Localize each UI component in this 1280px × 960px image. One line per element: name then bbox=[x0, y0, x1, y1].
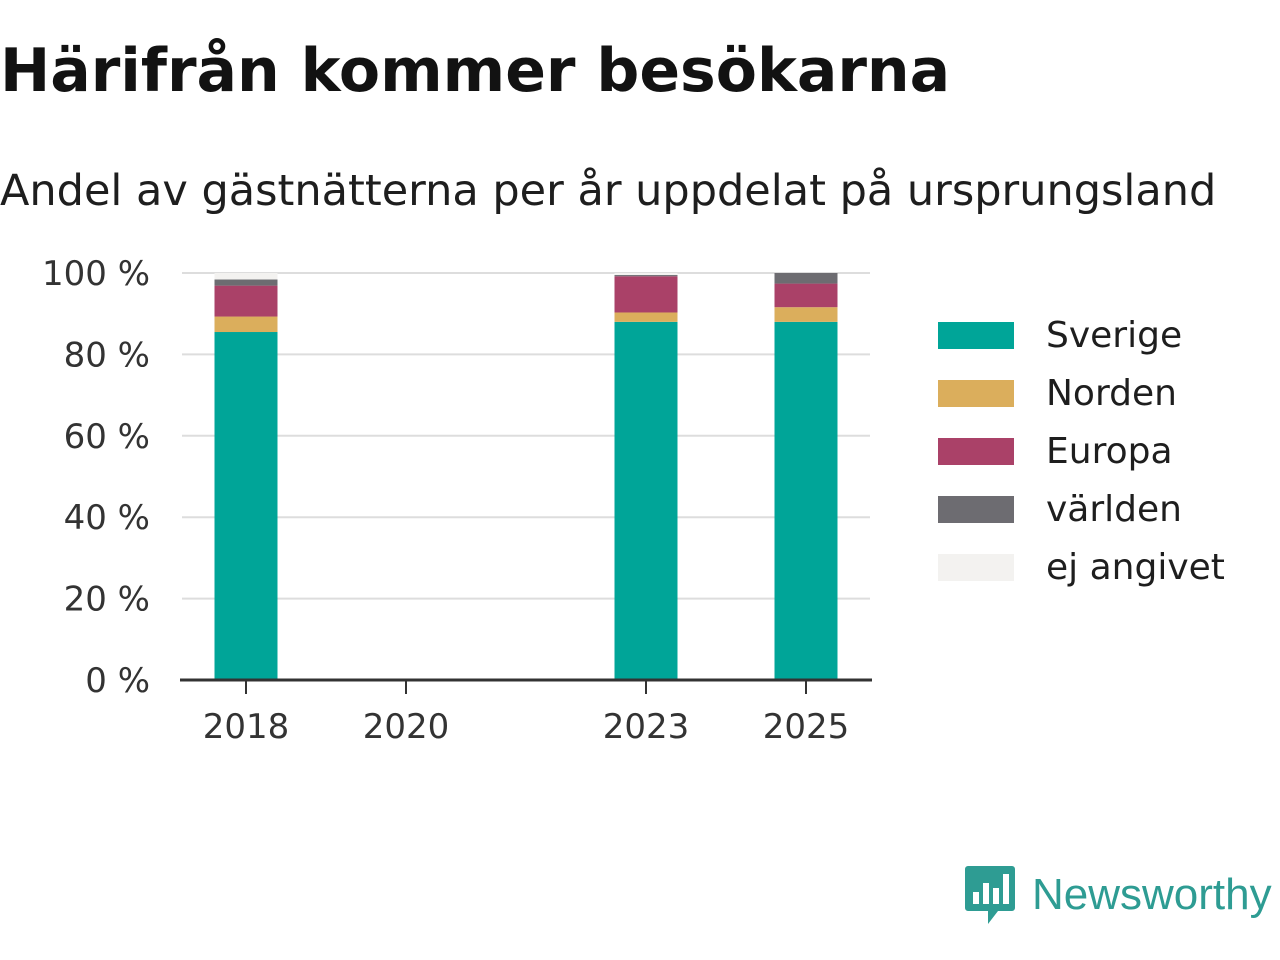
bar-segment-sverige-2018 bbox=[214, 332, 278, 680]
stacked-bar-chart: 2018 2020 2023 2025 0 % 20 % 40 % 60 % 80 % 100 … bbox=[42, 254, 872, 747]
bar-segment-norden-2018 bbox=[214, 316, 278, 333]
gridlines bbox=[182, 272, 870, 600]
legend-item: Europa bbox=[938, 422, 1225, 480]
legend-swatch bbox=[938, 379, 1014, 407]
legend-item: världen bbox=[938, 480, 1225, 538]
legend-item: Norden bbox=[938, 364, 1225, 422]
bar-segment-europa-2018 bbox=[214, 285, 278, 317]
chart-title: Härifrån kommer besökarna bbox=[0, 36, 951, 106]
legend-label: Europa bbox=[1046, 430, 1173, 472]
bar-segment-sverige-2023 bbox=[614, 321, 678, 680]
bar-segment-världen-2025 bbox=[774, 273, 838, 284]
legend-swatch bbox=[938, 553, 1014, 581]
x-tick-label: 2023 bbox=[603, 707, 690, 747]
legend-swatch bbox=[938, 437, 1014, 465]
legend-label: ej angivet bbox=[1046, 546, 1225, 588]
y-axis: 0 % 20 % 40 % 60 % 80 % 100 % bbox=[42, 254, 150, 701]
bar-segment-norden-2023 bbox=[614, 312, 678, 322]
x-axis: 2018 2020 2023 2025 bbox=[180, 678, 872, 747]
y-tick-label: 20 % bbox=[64, 580, 150, 620]
legend-swatch bbox=[938, 495, 1014, 523]
legend-item: ej angivet bbox=[938, 538, 1225, 596]
legend: Sverige Norden Europa världen ej angivet bbox=[938, 306, 1225, 596]
legend-label: världen bbox=[1046, 488, 1182, 530]
bar-segment-europa-2025 bbox=[774, 283, 838, 308]
bar-segment-sverige-2025 bbox=[774, 321, 838, 680]
y-tick-label: 80 % bbox=[64, 335, 150, 375]
bar-segment-världen-2023 bbox=[614, 275, 678, 277]
legend-item: Sverige bbox=[938, 306, 1225, 364]
y-tick-label: 100 % bbox=[42, 254, 150, 294]
x-tick-label: 2025 bbox=[763, 707, 850, 747]
logo-wordmark: Newsworthy bbox=[1032, 870, 1272, 919]
legend-swatch bbox=[938, 321, 1014, 349]
bar-segment-norden-2025 bbox=[774, 307, 838, 322]
chart-subtitle: Andel av gästnätterna per år uppdelat på… bbox=[0, 166, 1217, 216]
legend-label: Sverige bbox=[1046, 314, 1183, 356]
y-tick-label: 0 % bbox=[85, 661, 150, 701]
bar-chart-speech-bubble-icon bbox=[965, 866, 1015, 924]
bar-segment-ej-angivet-2023 bbox=[614, 273, 678, 276]
x-tick-label: 2018 bbox=[203, 707, 290, 747]
y-tick-label: 60 % bbox=[64, 417, 150, 457]
bar-segment-ej-angivet-2018 bbox=[214, 273, 278, 280]
x-tick-label: 2020 bbox=[363, 707, 450, 747]
newsworthy-logo: Newsworthy bbox=[964, 864, 1272, 926]
legend-label: Norden bbox=[1046, 372, 1177, 414]
y-tick-label: 40 % bbox=[64, 498, 150, 538]
bar-segment-europa-2023 bbox=[614, 276, 678, 313]
bar-segment-världen-2018 bbox=[214, 279, 278, 286]
bars bbox=[214, 273, 838, 680]
